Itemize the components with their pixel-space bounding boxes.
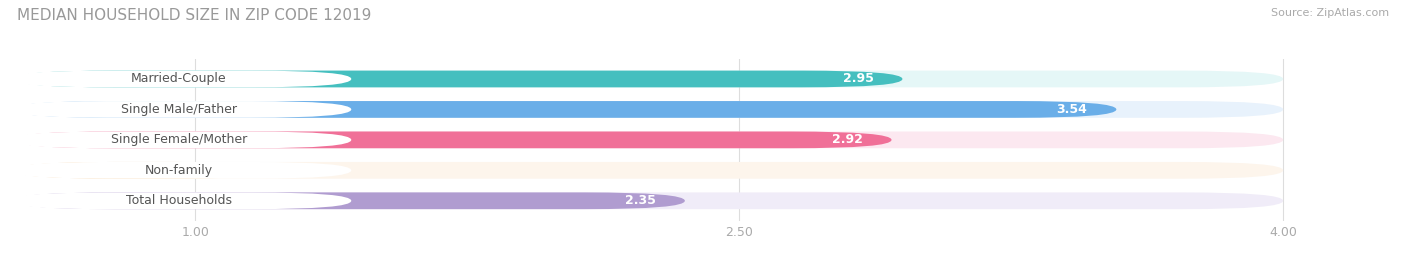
- FancyBboxPatch shape: [14, 70, 1284, 87]
- FancyBboxPatch shape: [7, 162, 351, 179]
- FancyBboxPatch shape: [14, 132, 1284, 148]
- Text: 1.22: 1.22: [215, 164, 246, 177]
- Text: 2.35: 2.35: [626, 194, 655, 207]
- Text: 3.54: 3.54: [1056, 103, 1087, 116]
- FancyBboxPatch shape: [14, 162, 1284, 179]
- FancyBboxPatch shape: [14, 162, 276, 179]
- FancyBboxPatch shape: [14, 132, 891, 148]
- FancyBboxPatch shape: [14, 192, 685, 209]
- FancyBboxPatch shape: [7, 101, 351, 118]
- Text: MEDIAN HOUSEHOLD SIZE IN ZIP CODE 12019: MEDIAN HOUSEHOLD SIZE IN ZIP CODE 12019: [17, 8, 371, 23]
- FancyBboxPatch shape: [14, 70, 903, 87]
- FancyBboxPatch shape: [7, 192, 351, 209]
- Text: Single Male/Father: Single Male/Father: [121, 103, 238, 116]
- Text: Non-family: Non-family: [145, 164, 214, 177]
- Text: Single Female/Mother: Single Female/Mother: [111, 133, 247, 146]
- FancyBboxPatch shape: [7, 132, 351, 148]
- FancyBboxPatch shape: [7, 70, 351, 87]
- FancyBboxPatch shape: [14, 101, 1284, 118]
- Text: 2.95: 2.95: [842, 72, 873, 86]
- Text: 2.92: 2.92: [832, 133, 862, 146]
- Text: Total Households: Total Households: [127, 194, 232, 207]
- Text: Source: ZipAtlas.com: Source: ZipAtlas.com: [1271, 8, 1389, 18]
- FancyBboxPatch shape: [14, 101, 1116, 118]
- Text: Married-Couple: Married-Couple: [131, 72, 226, 86]
- FancyBboxPatch shape: [14, 192, 1284, 209]
